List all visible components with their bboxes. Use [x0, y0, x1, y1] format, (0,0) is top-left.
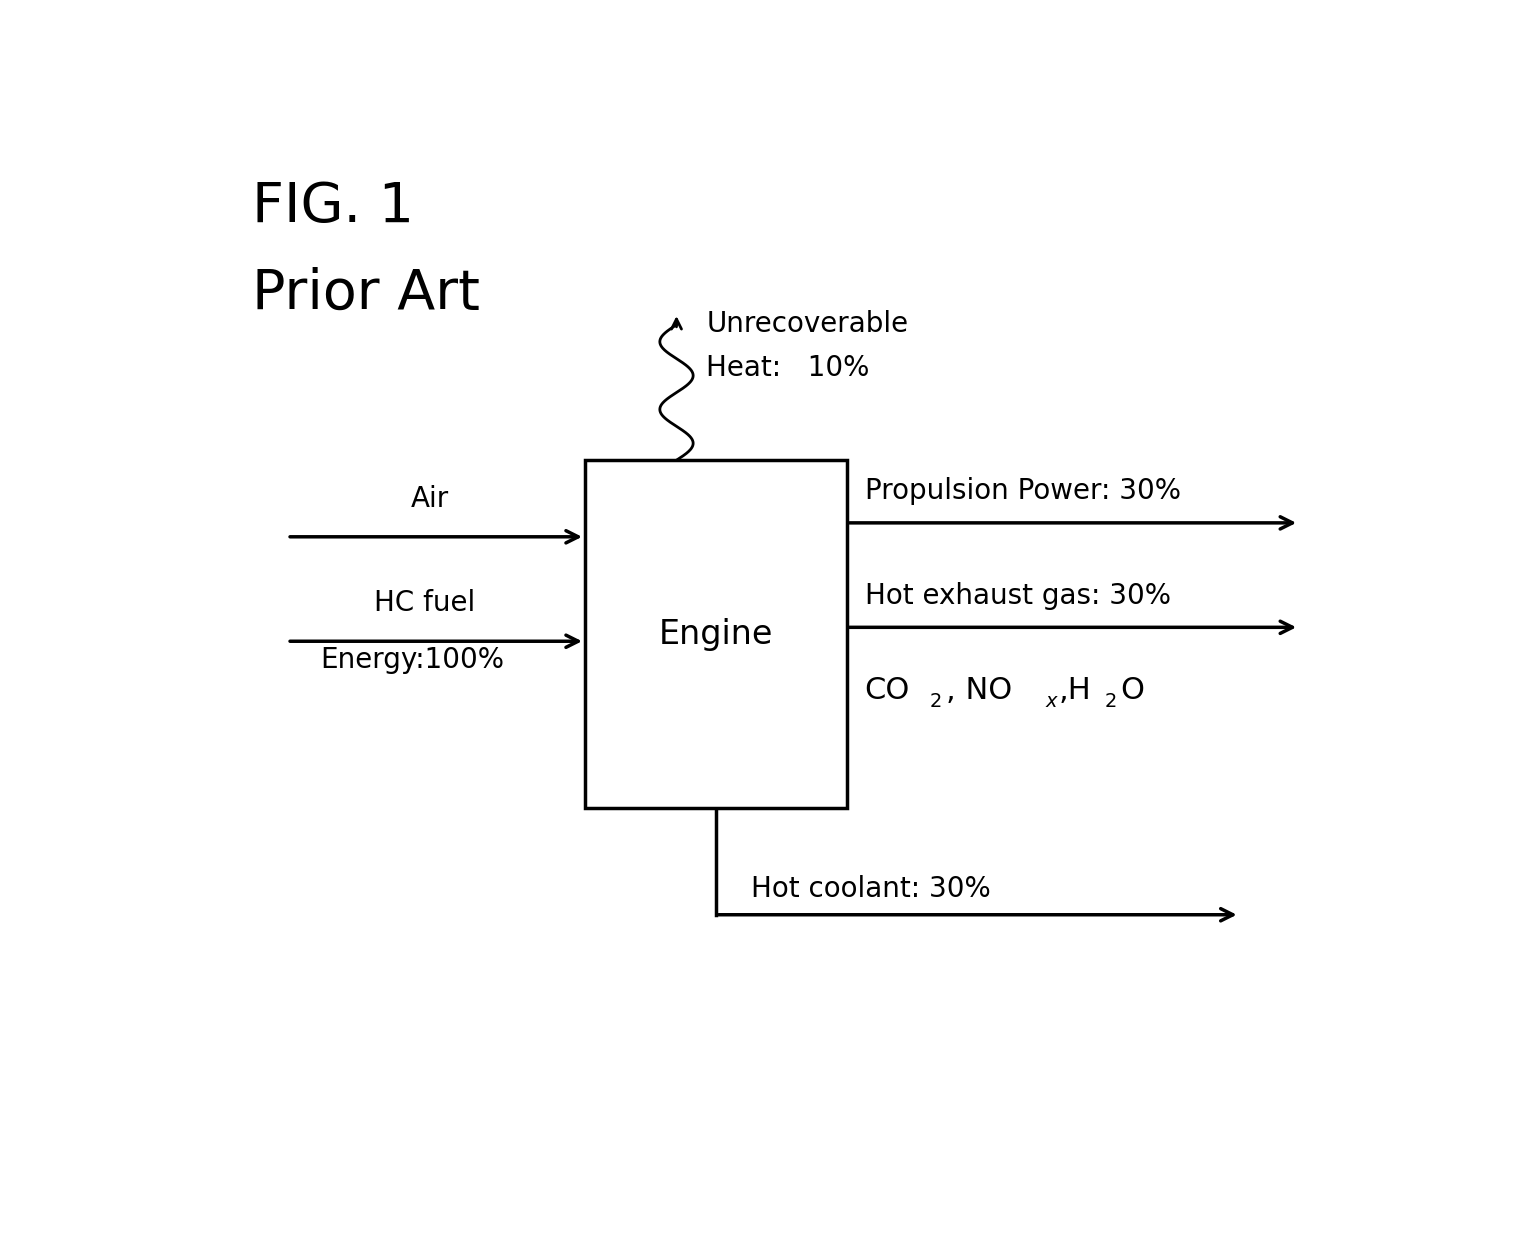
Bar: [585, 460, 846, 809]
Text: Heat:   10%: Heat: 10%: [707, 354, 869, 382]
Text: , NO: , NO: [946, 676, 1012, 705]
Text: Air: Air: [412, 485, 449, 512]
Text: ,H: ,H: [1058, 676, 1092, 705]
Text: HC fuel: HC fuel: [373, 589, 475, 617]
Text: x: x: [1046, 692, 1057, 711]
Text: Propulsion Power: 30%: Propulsion Power: 30%: [865, 477, 1181, 505]
Text: Energy:100%: Energy:100%: [319, 646, 504, 674]
Text: Unrecoverable: Unrecoverable: [707, 310, 908, 338]
Text: CO: CO: [865, 676, 909, 705]
Text: Prior Art: Prior Art: [252, 266, 479, 320]
Text: 2: 2: [931, 692, 943, 711]
Text: Hot coolant: 30%: Hot coolant: 30%: [751, 875, 991, 903]
Text: 2: 2: [1104, 692, 1117, 711]
Text: O: O: [1121, 676, 1144, 705]
Text: Hot exhaust gas: 30%: Hot exhaust gas: 30%: [865, 582, 1170, 610]
Text: Engine: Engine: [659, 618, 773, 651]
Text: FIG. 1: FIG. 1: [252, 180, 413, 234]
